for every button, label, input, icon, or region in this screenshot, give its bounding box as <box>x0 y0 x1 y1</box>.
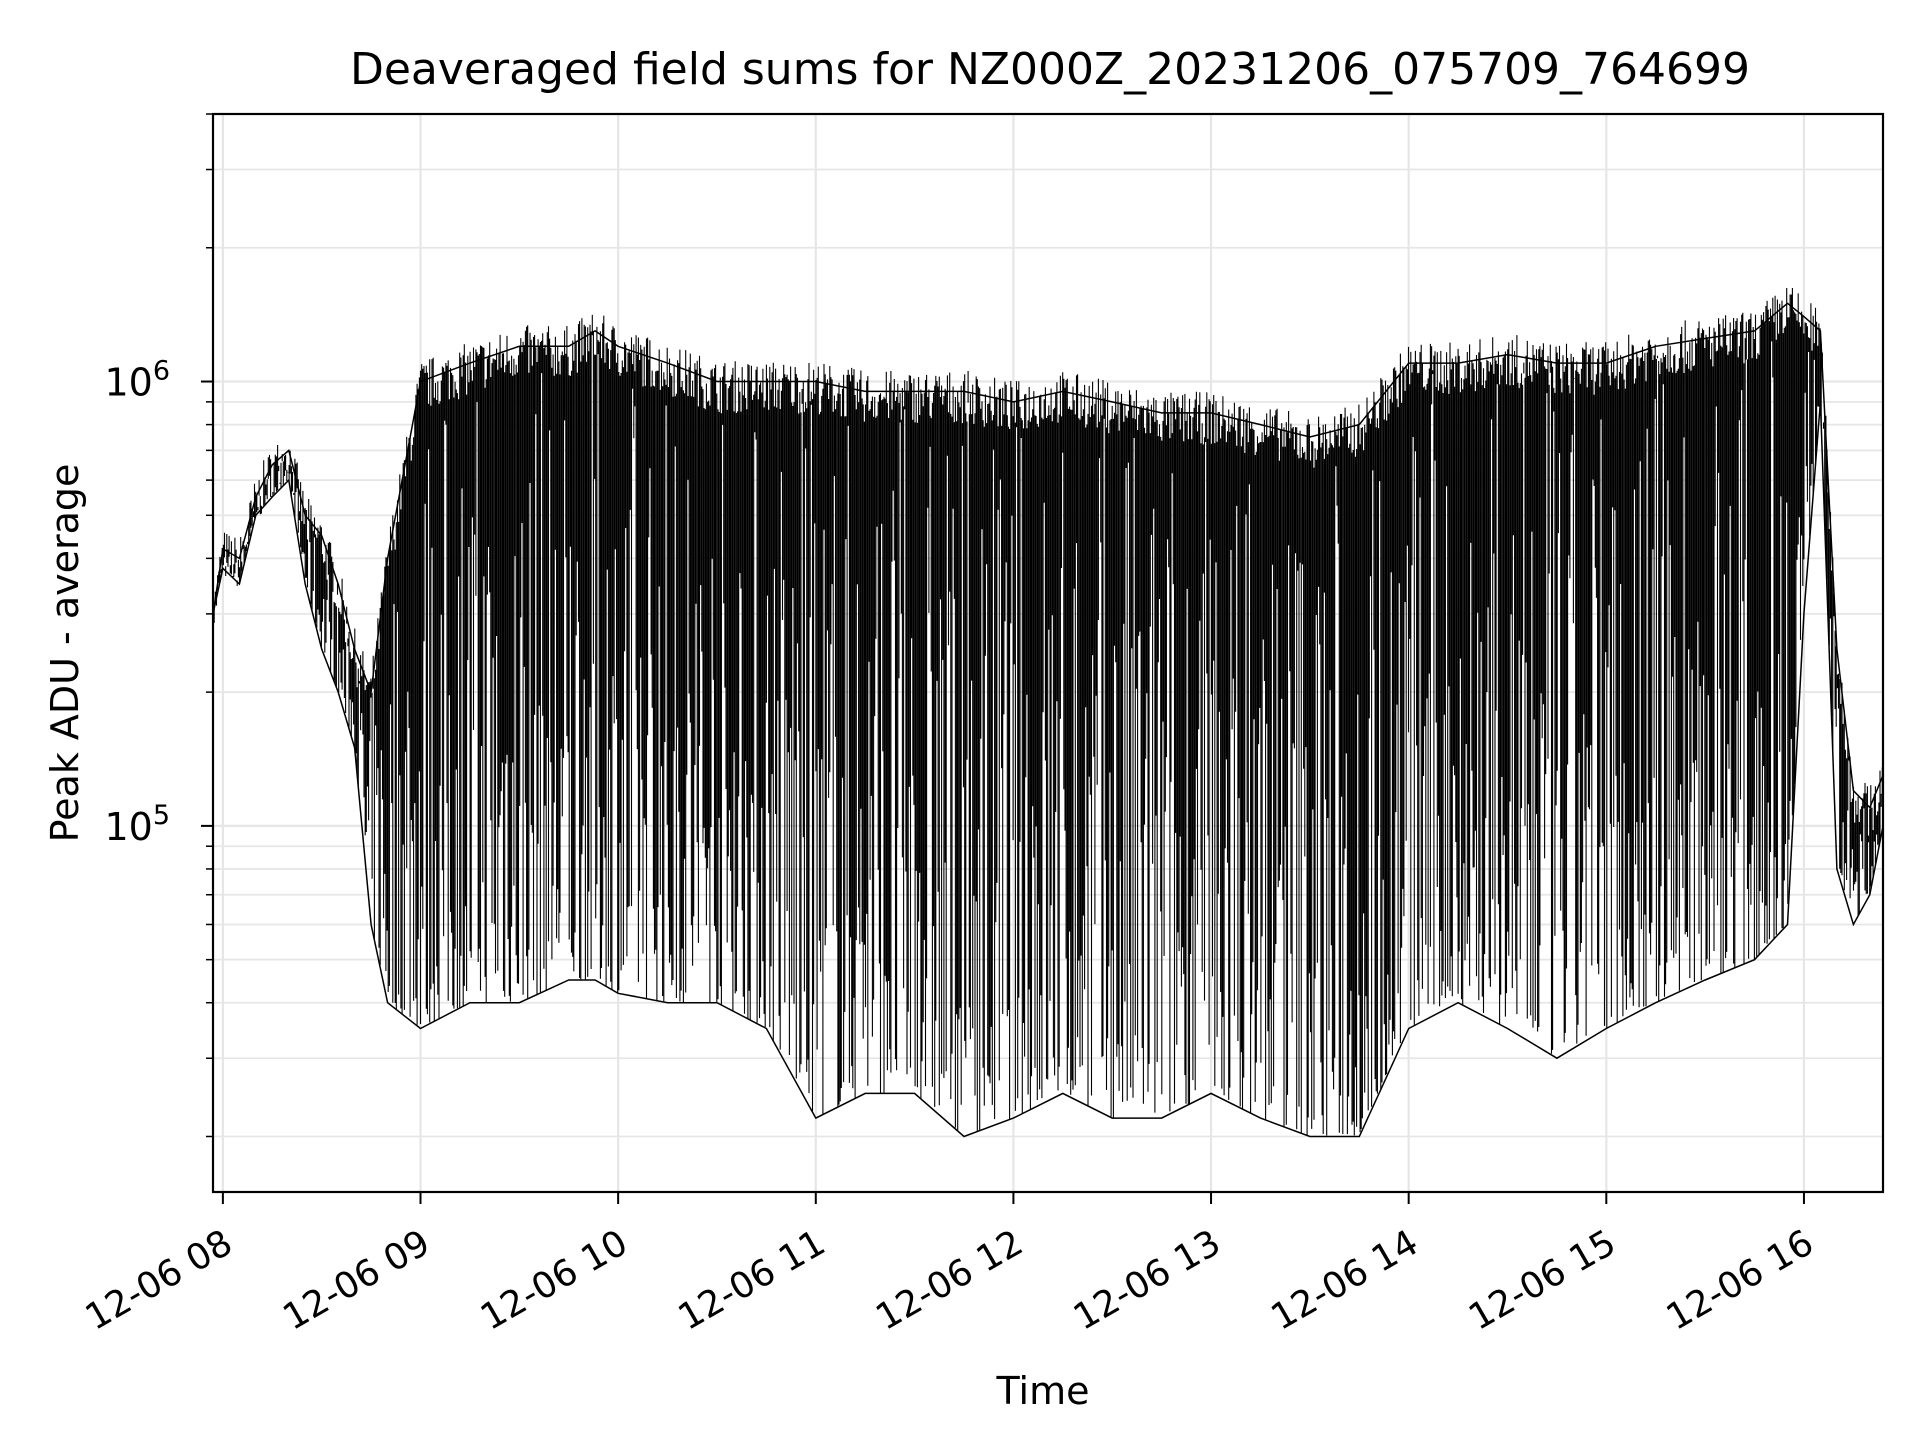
chart-title: Deaveraged field sums for NZ000Z_2023120… <box>350 44 1750 95</box>
plot-area-frame <box>211 112 1885 1194</box>
y-tick-label: 105 <box>104 800 170 849</box>
y-axis-label: Peak ADU - average <box>43 464 87 843</box>
data-series <box>212 288 1884 1138</box>
y-axis-ticks: 105 106 <box>104 113 213 1138</box>
series-min-envelope <box>212 401 1884 1138</box>
y-tick-label: 106 <box>104 356 170 405</box>
x-axis-label: Time <box>996 1369 1090 1413</box>
